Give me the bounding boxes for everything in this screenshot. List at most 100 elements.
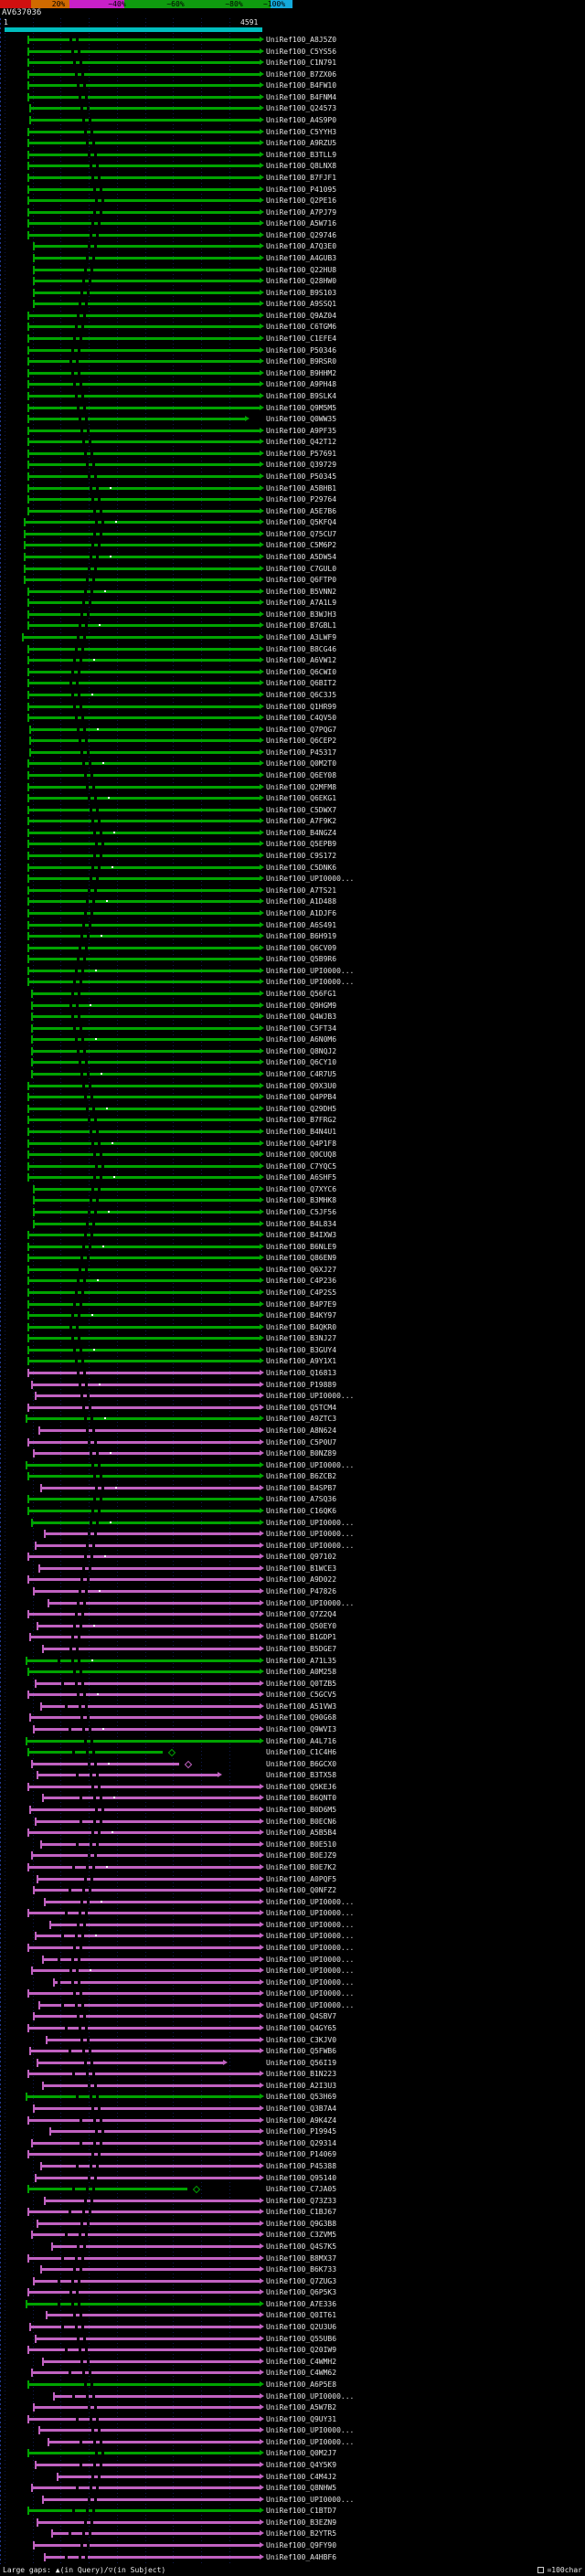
- large-gap-marker: [80, 935, 83, 938]
- alignment-bar: [30, 1015, 260, 1019]
- large-gap-marker: [76, 1774, 79, 1777]
- large-gap-marker: [85, 1061, 88, 1065]
- alignment-bar: [27, 659, 260, 663]
- alignment-end-arrow: [259, 1669, 264, 1675]
- hit-accession-label: UniRef100_UPI0000...: [266, 2426, 355, 2435]
- hit-accession-label: UniRef100_UPI0000...: [266, 1897, 355, 1906]
- large-gap-marker: [83, 313, 86, 317]
- alignment-bar: [27, 337, 260, 341]
- alignment-bar: [35, 1819, 260, 1823]
- large-gap-marker: [80, 2314, 82, 2317]
- large-gap-marker: [71, 49, 74, 53]
- alignment-bar: [27, 831, 260, 834]
- large-gap-marker: [79, 1704, 81, 1708]
- hit-row: UniRef100_A7A1L9: [0, 597, 585, 609]
- alignment-end-arrow: [259, 1863, 264, 1870]
- large-gap-marker: [69, 38, 72, 41]
- hit-row: UniRef100_B1WCE3: [0, 1563, 585, 1574]
- alignment-end-arrow: [259, 2542, 264, 2549]
- alignment-end-arrow: [259, 1967, 264, 1974]
- large-gap-marker: [101, 2130, 104, 2134]
- large-gap-marker: [86, 256, 89, 260]
- hit-accession-label: UniRef100_B6H919: [266, 932, 337, 941]
- hit-row: UniRef100_A0M258: [0, 1666, 585, 1678]
- large-gap-marker: [77, 2015, 80, 2019]
- alignment-bar: [27, 1141, 260, 1145]
- large-gap-marker: [80, 337, 82, 341]
- alignment-bar: [27, 612, 260, 616]
- alignment-end-arrow: [259, 151, 264, 157]
- large-gap-marker: [84, 589, 87, 593]
- large-gap-marker: [86, 1543, 89, 1547]
- alignment-bar: [42, 1957, 260, 1961]
- alignment-bar: [27, 981, 260, 984]
- large-gap-marker: [94, 2176, 97, 2179]
- hit-row: UniRef100_B4FW10: [0, 80, 585, 91]
- hit-row: UniRef100_C4QV50: [0, 712, 585, 724]
- alignment-end-arrow: [259, 2404, 264, 2411]
- large-gap-marker: [86, 785, 89, 789]
- hit-row: UniRef100_C3KJV0: [0, 2034, 585, 2046]
- large-gap-marker: [81, 1681, 84, 1685]
- hit-accession-label: UniRef100_C5GCV5: [266, 1691, 337, 1700]
- large-gap-marker: [94, 567, 97, 570]
- hit-accession-label: UniRef100_C1EFE4: [266, 334, 337, 344]
- alignment-end-arrow: [259, 1508, 264, 1513]
- alignment-bar: [27, 1360, 260, 1363]
- large-gap-marker: [83, 2245, 86, 2248]
- alignment-end-arrow: [259, 703, 264, 709]
- hit-row: UniRef100_B9HHM2: [0, 367, 585, 379]
- large-gap-marker: [80, 1394, 83, 1398]
- large-gap-marker: [87, 1073, 90, 1076]
- large-gap-marker: [100, 1153, 102, 1157]
- hit-accession-label: UniRef100_Q20IW9: [266, 2346, 337, 2355]
- hit-accession-label: UniRef100_A0M258: [266, 1668, 337, 1677]
- large-gap-marker: [80, 2544, 83, 2548]
- hit-accession-label: UniRef100_UPI0000...: [266, 1518, 355, 1527]
- grid-line: [89, 18, 90, 2564]
- alignment-end-arrow: [259, 1702, 264, 1709]
- alignment-bar: [27, 1578, 260, 1582]
- large-gap-marker: [78, 2279, 80, 2283]
- hit-accession-label: UniRef100_UPI0000...: [266, 1977, 355, 1987]
- hit-accession-label: UniRef100_UPI0000...: [266, 1530, 355, 1539]
- alignment-end-arrow: [259, 909, 264, 916]
- large-gap-marker: [81, 325, 84, 329]
- large-gap-marker: [82, 601, 85, 605]
- alignment-bar: [27, 969, 260, 972]
- hit-accession-label: UniRef100_Q2PE16: [266, 196, 337, 206]
- large-gap-marker: [73, 383, 76, 387]
- large-gap-marker: [80, 1716, 83, 1720]
- hit-row: UniRef100_C4WMH2: [0, 2356, 585, 2368]
- hit-row: UniRef100_C5M6P2: [0, 539, 585, 551]
- large-gap-marker: [80, 107, 83, 111]
- hit-accession-label: UniRef100_Q9G3B8: [266, 2219, 337, 2228]
- alignment-end-arrow: [259, 2071, 264, 2077]
- alignment-end-arrow: [259, 1484, 264, 1490]
- hit-row: UniRef100_C1BTD7: [0, 2505, 585, 2517]
- alignment-end-arrow: [259, 691, 264, 697]
- large-gap-marker: [80, 981, 82, 984]
- hit-accession-label: UniRef100_B2YTR5: [266, 2529, 337, 2539]
- hit-row: UniRef100_Q0IT61: [0, 2309, 585, 2321]
- hit-row: UniRef100_A5BHB1: [0, 482, 585, 494]
- hit-row: UniRef100_A4L716: [0, 1735, 585, 1747]
- hit-accession-label: UniRef100_UPI0000...: [266, 875, 355, 884]
- alignment-end-arrow: [259, 645, 264, 652]
- match-dot: [95, 969, 97, 971]
- large-gap-marker: [81, 647, 84, 651]
- ruler-start-label: 1: [4, 18, 8, 27]
- alignment-end-arrow: [244, 416, 250, 422]
- large-gap-marker: [94, 2406, 97, 2410]
- alignment-end-arrow: [259, 2427, 264, 2433]
- identity-scale-segment: [124, 0, 271, 8]
- match-dot: [115, 521, 117, 524]
- hit-row: UniRef100_P50345: [0, 471, 585, 482]
- alignment-bar: [30, 1061, 260, 1065]
- alignment-bar: [40, 1486, 260, 1489]
- large-gap-marker: [91, 2153, 94, 2157]
- hit-accession-label: UniRef100_Q73Z33: [266, 2196, 337, 2205]
- alignment-end-arrow: [259, 2048, 264, 2054]
- alignment-end-arrow: [259, 507, 264, 514]
- alignment-end-arrow: [259, 2485, 264, 2491]
